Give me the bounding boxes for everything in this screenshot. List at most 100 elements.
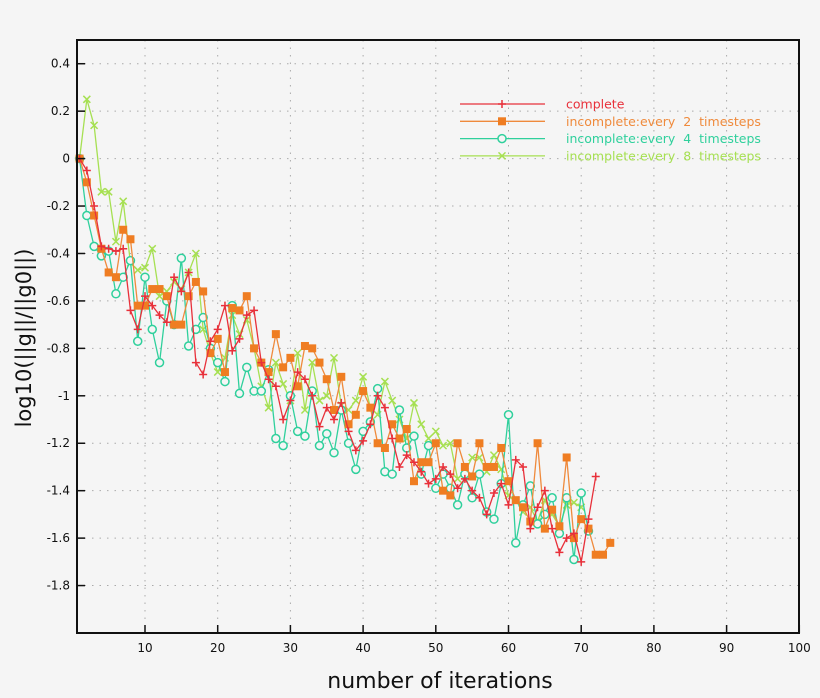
square-marker <box>148 285 157 294</box>
plus-marker <box>206 337 215 346</box>
axis-ticks: 10 20 30 40 50 60 70 80 90 100 0.4 0.2 0 -0.2 -0.4 -0.6… <box>47 57 811 655</box>
square-marker <box>446 491 455 500</box>
legend-label: incomplete:every 4 timesteps <box>566 131 761 146</box>
circle-marker <box>220 376 230 387</box>
square-marker <box>286 353 295 362</box>
circle-marker <box>372 383 383 394</box>
circle-marker <box>474 469 485 479</box>
legend-label: incomplete:every 2 timesteps <box>566 114 761 129</box>
square-marker <box>569 534 578 543</box>
square-marker <box>468 472 477 481</box>
circle-marker <box>554 528 565 539</box>
cross-marker <box>424 434 433 443</box>
plus-marker <box>322 403 331 412</box>
square-marker <box>504 477 513 486</box>
cross-marker <box>439 441 448 450</box>
circle-marker <box>256 386 267 396</box>
plus-marker <box>417 467 426 476</box>
x-tick-label: 80 <box>646 641 661 655</box>
square-marker <box>133 301 142 310</box>
plus-marker <box>162 318 171 327</box>
cross-marker <box>329 353 339 362</box>
x-tick-label: 10 <box>137 641 152 655</box>
plus-marker <box>409 458 418 467</box>
plus-marker <box>540 486 549 495</box>
plus-marker <box>82 166 91 175</box>
cross-marker <box>497 151 507 160</box>
plus-marker <box>533 503 542 512</box>
square-marker <box>409 477 418 486</box>
cross-marker <box>170 277 179 286</box>
circle-marker <box>540 509 550 520</box>
series-group <box>74 95 615 566</box>
cross-marker <box>271 358 280 367</box>
cross-marker <box>264 403 273 412</box>
cross-marker <box>119 197 128 206</box>
square-marker <box>366 403 375 412</box>
circle-marker <box>497 133 507 144</box>
square-marker <box>489 462 498 471</box>
cross-marker <box>133 266 142 275</box>
circle-marker <box>423 440 434 451</box>
plus-marker <box>584 515 593 524</box>
circle-marker <box>329 447 339 458</box>
x-tick-label: 20 <box>210 641 225 655</box>
cross-marker <box>104 187 113 196</box>
plus-marker <box>511 455 520 464</box>
square-marker <box>591 550 600 559</box>
cross-marker <box>140 263 150 272</box>
plus-marker <box>228 346 237 355</box>
square-marker <box>228 304 237 313</box>
plus-marker <box>555 548 564 557</box>
cross-marker <box>569 498 578 507</box>
square-marker <box>162 292 171 301</box>
square-marker <box>315 358 324 367</box>
cross-marker <box>322 391 331 400</box>
plus-marker <box>373 391 382 400</box>
cross-marker <box>453 474 462 483</box>
y-tick-label: -0.4 <box>47 246 70 260</box>
circle-marker <box>278 440 288 451</box>
square-marker <box>388 420 397 429</box>
y-tick-label: -1.8 <box>47 579 70 593</box>
cross-marker <box>293 349 302 358</box>
plus-marker <box>111 247 120 256</box>
plus-marker <box>344 427 353 436</box>
square-marker <box>184 292 193 301</box>
square-marker <box>220 368 229 377</box>
square-marker <box>424 458 433 467</box>
square-marker <box>330 406 339 415</box>
circle-marker <box>467 493 477 503</box>
square-marker <box>82 178 91 187</box>
square-marker <box>373 439 382 448</box>
grid <box>77 40 799 633</box>
plus-marker <box>300 375 309 384</box>
cross-marker <box>417 420 426 429</box>
plus-marker <box>213 325 222 334</box>
x-tick-label: 30 <box>283 641 298 655</box>
square-marker <box>533 439 542 448</box>
square-marker <box>177 320 186 329</box>
cross-marker <box>315 396 324 405</box>
cross-marker <box>468 453 477 462</box>
plus-marker <box>141 292 149 301</box>
legend-item: complete <box>460 97 625 112</box>
circle-marker <box>525 481 536 491</box>
cross-marker <box>279 379 288 388</box>
square-marker <box>213 334 222 343</box>
plus-marker <box>424 479 433 488</box>
x-axis-label: number of iterations <box>327 669 552 694</box>
square-marker <box>293 382 302 391</box>
plus-marker <box>337 398 346 407</box>
circle-marker <box>242 362 252 373</box>
cross-marker <box>191 249 200 258</box>
plus-marker <box>155 311 164 320</box>
cross-marker <box>300 406 309 415</box>
plus-marker <box>562 534 571 543</box>
square-marker <box>555 522 564 531</box>
legend-item: incomplete:every 8 timesteps <box>460 148 761 163</box>
square-marker <box>497 443 506 452</box>
plus-marker <box>170 273 179 282</box>
y-tick-label: 0.2 <box>51 104 70 118</box>
circle-marker <box>212 357 223 368</box>
